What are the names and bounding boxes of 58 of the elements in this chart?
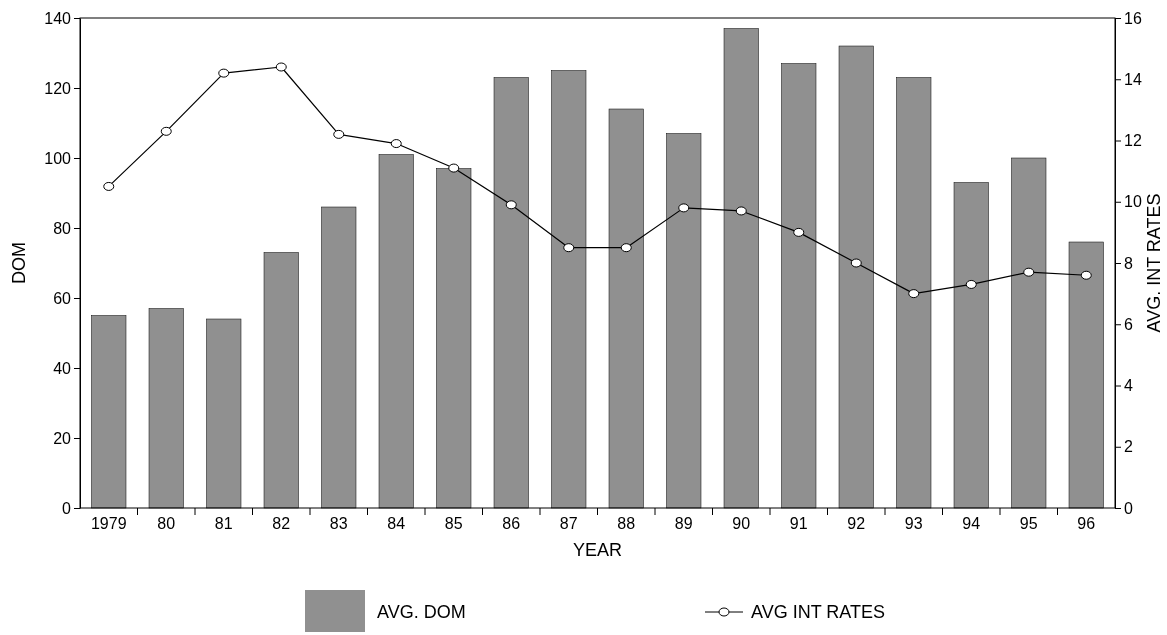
point xyxy=(678,203,690,213)
point xyxy=(735,206,747,216)
y-tick-label: 140 xyxy=(44,9,72,27)
x-tick-label: 82 xyxy=(272,515,291,533)
x-tick-label: 89 xyxy=(674,515,693,533)
x-tick-label: 1979 xyxy=(90,515,127,533)
y2-tick-label: 10 xyxy=(1124,193,1142,211)
y-tick-label: 80 xyxy=(53,219,72,237)
y2-axis-title: AVG. INT RATES xyxy=(1144,193,1164,333)
point xyxy=(160,126,172,136)
y-tick-label: 60 xyxy=(53,289,72,307)
point xyxy=(1023,267,1035,277)
y-tick-label: 20 xyxy=(53,429,72,447)
x-axis-title: YEAR xyxy=(572,540,623,560)
x-tick-label: 84 xyxy=(387,515,406,533)
point xyxy=(390,139,402,149)
point xyxy=(850,258,862,268)
x-tick-label: 83 xyxy=(329,515,348,533)
y2-tick-label: 2 xyxy=(1124,438,1133,456)
point xyxy=(793,227,805,237)
x-tick-label: 93 xyxy=(904,515,923,533)
y-tick-label: 100 xyxy=(44,149,72,167)
y-tick-label: 120 xyxy=(44,79,72,97)
x-tick-label: 92 xyxy=(847,515,866,533)
point xyxy=(333,129,345,139)
legend-label: AVG. DOM xyxy=(377,602,466,622)
point xyxy=(563,243,575,253)
x-tick-label: 94 xyxy=(962,515,981,533)
x-tick-label: 81 xyxy=(214,515,233,533)
x-tick-label: 90 xyxy=(732,515,751,533)
x-tick-label: 88 xyxy=(617,515,636,533)
x-tick-label: 87 xyxy=(559,515,578,533)
point xyxy=(1080,270,1092,280)
y2-tick-label: 12 xyxy=(1124,132,1142,150)
point xyxy=(505,200,517,210)
x-tick-label: 95 xyxy=(1019,515,1038,533)
y2-tick-label: 16 xyxy=(1124,9,1142,27)
y2-tick-label: 14 xyxy=(1124,70,1142,88)
x-tick-label: 85 xyxy=(444,515,463,533)
y2-tick-label: 6 xyxy=(1124,315,1133,333)
y2-tick-label: 8 xyxy=(1124,254,1133,272)
y-tick-label: 40 xyxy=(53,359,72,377)
y-tick-label: 0 xyxy=(62,499,72,517)
x-tick-label: 91 xyxy=(789,515,808,533)
y2-tick-label: 0 xyxy=(1124,499,1133,517)
point xyxy=(275,62,287,72)
y-axis-title: DOM xyxy=(9,242,29,284)
point xyxy=(448,163,460,173)
y2-tick-label: 4 xyxy=(1124,377,1133,395)
point xyxy=(218,68,230,78)
x-tick-label: 86 xyxy=(502,515,521,533)
point xyxy=(103,181,115,191)
x-tick-label: 80 xyxy=(157,515,176,533)
point xyxy=(908,289,920,299)
legend-label: AVG INT RATES xyxy=(751,602,886,622)
point xyxy=(965,279,977,289)
point xyxy=(620,243,632,253)
x-tick-label: 96 xyxy=(1077,515,1096,533)
